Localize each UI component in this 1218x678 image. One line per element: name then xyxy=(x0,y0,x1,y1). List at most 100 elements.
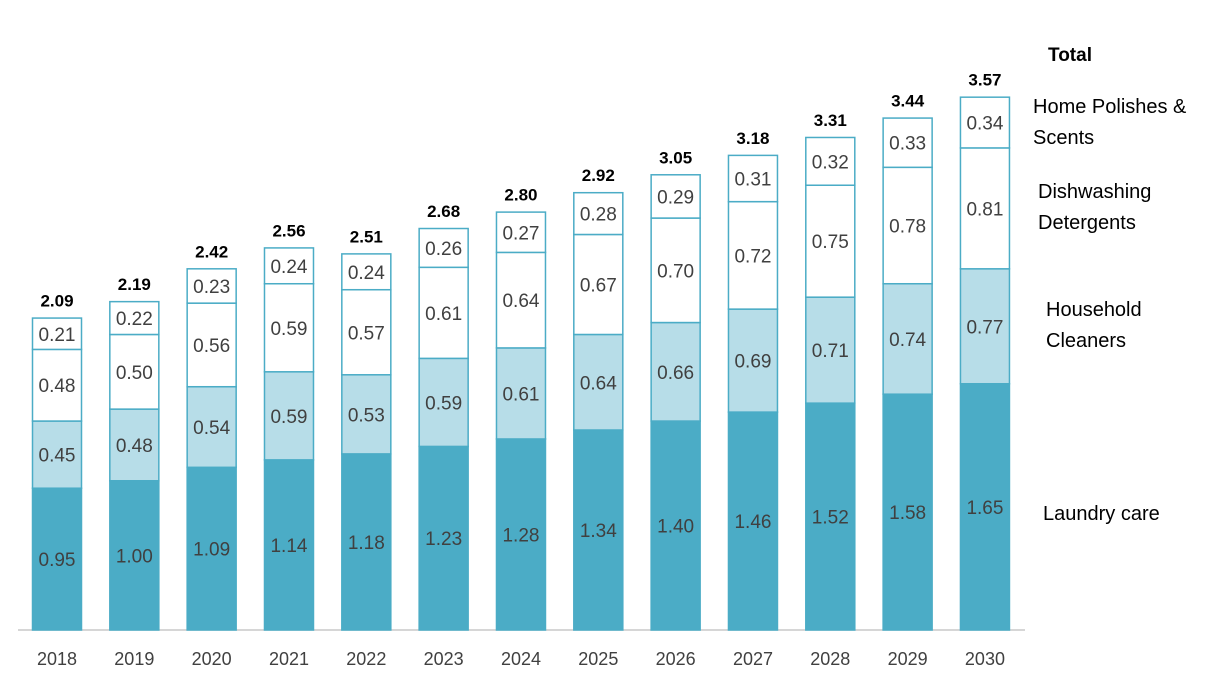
bar-segment xyxy=(263,371,315,461)
value-label: 0.70 xyxy=(657,261,694,282)
total-label: 2.68 xyxy=(427,202,460,221)
value-label: 0.75 xyxy=(812,232,849,253)
bar-segment xyxy=(418,445,469,631)
value-label: 0.81 xyxy=(966,199,1003,220)
total-label: 2.80 xyxy=(504,186,537,205)
value-label: 1.65 xyxy=(966,498,1003,519)
value-label: 0.26 xyxy=(425,239,462,260)
bar-segment xyxy=(495,251,547,349)
total-label: 3.18 xyxy=(736,129,769,148)
bar-segment xyxy=(109,480,160,631)
value-label: 1.09 xyxy=(193,540,230,561)
value-label: 0.95 xyxy=(39,550,76,571)
bar-segment xyxy=(31,348,83,422)
value-label: 0.48 xyxy=(39,376,76,397)
x-tick-label: 2024 xyxy=(501,649,541,669)
value-label: 0.45 xyxy=(39,446,76,467)
x-tick-label: 2018 xyxy=(37,649,77,669)
value-label: 1.14 xyxy=(270,536,307,557)
legend-label: Home Polishes & Scents xyxy=(1033,95,1187,149)
value-label: 0.71 xyxy=(812,341,849,362)
bar-segment xyxy=(805,296,856,404)
value-label: 0.21 xyxy=(39,325,76,346)
value-label: 1.46 xyxy=(734,512,771,533)
value-label: 0.64 xyxy=(580,373,617,394)
value-label: 0.31 xyxy=(734,170,771,191)
value-label: 0.24 xyxy=(270,257,307,278)
x-tick-label: 2021 xyxy=(269,649,309,669)
value-label: 0.59 xyxy=(270,407,307,428)
value-label: 1.23 xyxy=(425,529,462,550)
x-tick-label: 2025 xyxy=(578,649,618,669)
x-tick-label: 2030 xyxy=(965,649,1005,669)
bar-segment xyxy=(573,233,624,336)
bar-segment xyxy=(263,459,315,631)
bar-segment xyxy=(109,300,160,336)
total-label: 2.09 xyxy=(40,292,73,311)
value-label: 0.66 xyxy=(657,363,694,384)
bar-segment xyxy=(882,166,933,285)
bar-segment xyxy=(186,302,237,388)
value-label: 1.52 xyxy=(812,508,849,529)
x-tick-label: 2019 xyxy=(114,649,154,669)
total-label: 2.19 xyxy=(118,275,151,294)
value-label: 0.78 xyxy=(889,217,926,238)
bar-segment xyxy=(186,385,237,469)
legend-label: Dishwashing Detergents xyxy=(1038,181,1152,235)
x-tick-label: 2026 xyxy=(656,649,696,669)
bar-segment xyxy=(418,357,469,448)
value-label: 0.57 xyxy=(348,323,385,344)
value-label: 1.34 xyxy=(580,521,617,542)
bar-segment xyxy=(805,136,856,186)
bar-segment xyxy=(495,347,547,440)
value-label: 0.32 xyxy=(812,152,849,173)
bar-segment xyxy=(650,217,701,324)
bar-segment xyxy=(805,402,856,631)
legend-label: Laundry care xyxy=(1043,503,1160,526)
value-label: 1.58 xyxy=(889,503,926,524)
value-label: 0.34 xyxy=(966,114,1003,135)
total-label: 2.92 xyxy=(582,166,615,185)
bar-segment xyxy=(727,411,779,631)
total-label: 2.42 xyxy=(195,242,228,261)
bar-segment xyxy=(341,453,392,631)
bar-segment xyxy=(727,154,779,203)
bar-segment xyxy=(727,200,779,310)
bar-segment xyxy=(31,487,83,631)
bar-segment xyxy=(959,147,1011,270)
bar-segment xyxy=(573,429,624,631)
value-label: 0.53 xyxy=(348,405,385,426)
total-label: 2.51 xyxy=(350,227,383,246)
value-label: 0.56 xyxy=(193,336,230,357)
total-label: 3.44 xyxy=(891,92,925,111)
value-label: 1.28 xyxy=(502,525,539,546)
bar-segment xyxy=(31,317,83,351)
bar-segment xyxy=(650,321,701,422)
value-label: 0.54 xyxy=(193,418,230,439)
value-label: 0.29 xyxy=(657,187,694,208)
bar-segment xyxy=(959,96,1011,149)
bar-segment xyxy=(573,191,624,236)
value-label: 0.64 xyxy=(502,291,539,312)
value-label: 0.72 xyxy=(734,246,771,267)
value-label: 0.23 xyxy=(193,277,230,298)
bar-segment xyxy=(341,288,392,376)
x-tick-label: 2020 xyxy=(192,649,232,669)
value-label: 1.40 xyxy=(657,517,694,538)
value-label: 0.59 xyxy=(270,319,307,340)
bar-segment xyxy=(650,174,701,219)
bar-segment xyxy=(418,227,469,269)
bar-segment xyxy=(263,282,315,373)
bar-segment xyxy=(263,247,315,285)
legend-title: Total xyxy=(1048,45,1092,66)
value-label: 1.00 xyxy=(116,546,153,567)
bar-segment xyxy=(341,253,392,291)
value-label: 0.74 xyxy=(889,330,926,351)
bar-segment xyxy=(186,268,237,304)
value-label: 0.48 xyxy=(116,436,153,457)
bar-segment xyxy=(109,408,160,482)
bar-segment xyxy=(727,308,779,413)
value-label: 0.22 xyxy=(116,309,153,330)
